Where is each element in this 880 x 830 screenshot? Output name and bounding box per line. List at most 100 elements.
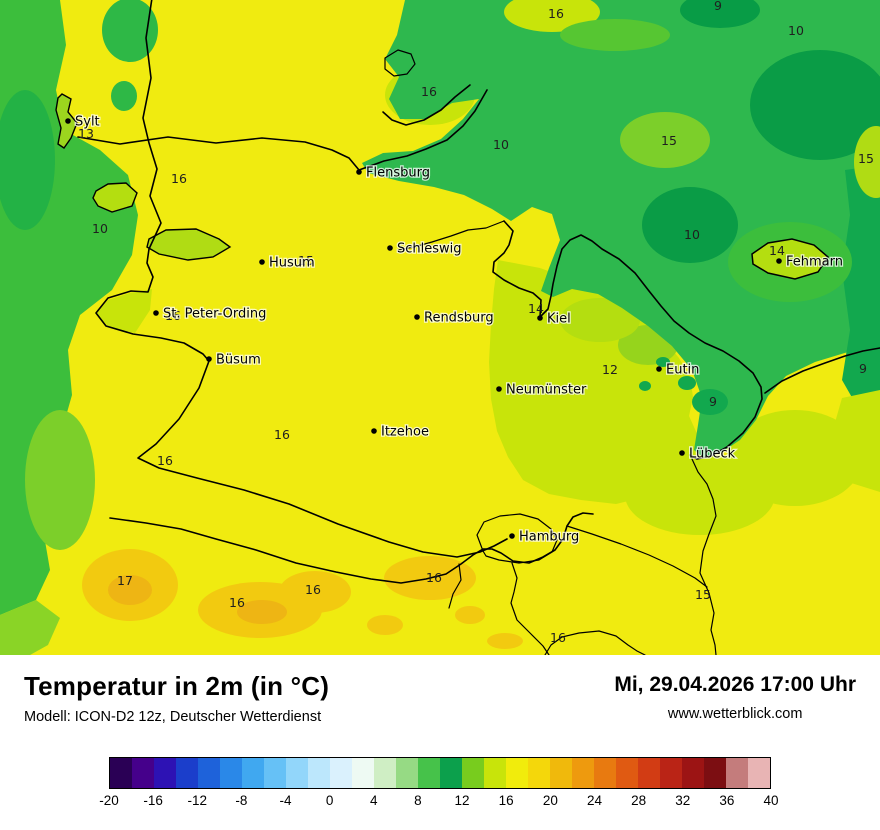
legend-tick-label: 8 xyxy=(414,793,422,808)
city-label: Eutin xyxy=(666,363,699,378)
legend-color-segment xyxy=(638,758,660,788)
temperature-value-label: 16 xyxy=(421,84,437,99)
model-info: Modell: ICON-D2 12z, Deutscher Wetterdie… xyxy=(24,709,322,725)
legend-tick-label: -16 xyxy=(143,793,163,808)
legend-color-segment xyxy=(550,758,572,788)
city-label: Büsum xyxy=(216,353,261,368)
legend-tick-label: 28 xyxy=(631,793,647,808)
city-marker-dot xyxy=(65,118,71,124)
temperature-value-label: 16 xyxy=(229,595,245,610)
legend-color-segment xyxy=(572,758,594,788)
website-url: www.wetterblick.com xyxy=(667,706,803,722)
city-label: Flensburg xyxy=(366,166,430,181)
legend-tick-label: 12 xyxy=(454,793,470,808)
temperature-legend: -20 -16 -12 -8 -4 0 4 8 12 16 20 24 28 32 36 40 xyxy=(0,743,880,830)
city-marker-dot xyxy=(206,356,212,362)
city-marker-dot xyxy=(371,428,377,434)
temperature-value-label: 15 xyxy=(661,133,677,148)
city-label: Lübeck xyxy=(689,447,736,462)
temperature-value-label: 15 xyxy=(695,587,711,602)
legend-color-segment xyxy=(176,758,198,788)
temperature-value-label: 16 xyxy=(426,570,442,585)
coastlines xyxy=(77,0,880,655)
legend-tick-label: 0 xyxy=(325,793,334,808)
temperature-value-label: 16 xyxy=(305,582,321,597)
legend-color-segment xyxy=(198,758,220,788)
legend-color-segment xyxy=(154,758,176,788)
temperature-value-label: 16 xyxy=(550,630,566,645)
legend-color-bar xyxy=(109,757,771,789)
map-title: Temperatur in 2m (in °C) xyxy=(24,671,330,701)
city-marker-dot xyxy=(537,315,543,321)
legend-tick-label: 24 xyxy=(586,793,602,808)
temperature-value-label: 15 xyxy=(858,151,874,166)
city-marker-dot xyxy=(656,366,662,372)
legend-color-segment xyxy=(660,758,682,788)
city-marker-dot xyxy=(387,245,393,251)
temperature-value-label: 10 xyxy=(493,137,509,152)
temperature-value-label: 9 xyxy=(859,361,867,376)
datetime-block: Mi, 29.04.2026 17:00 Uhr www.wetterblick… xyxy=(614,671,856,722)
temperature-value-label: 10 xyxy=(684,227,700,242)
temperature-map-canvas: 16 9 10 16 10 15 15 13 16 10 10 14 15 16 14 12 9 9 16 16 17 1… xyxy=(0,0,880,655)
city-label: Fehmarn xyxy=(786,255,843,270)
legend-color-segment xyxy=(594,758,616,788)
city-label: Itzehoe xyxy=(381,425,429,440)
city-label: Sylt xyxy=(75,115,100,130)
temperature-fill-regions xyxy=(0,0,880,655)
legend-color-segment xyxy=(616,758,638,788)
temperature-value-label: 10 xyxy=(92,221,108,236)
legend-color-segment xyxy=(286,758,308,788)
legend-color-segment xyxy=(682,758,704,788)
temperature-value-label: 16 xyxy=(165,308,181,323)
temperature-value-label: 16 xyxy=(274,427,290,442)
legend-color-segment xyxy=(110,758,132,788)
temperature-value-label: 17 xyxy=(117,573,133,588)
temperature-value-label: 16 xyxy=(157,453,173,468)
city-label: St. Peter-Ording xyxy=(163,307,266,322)
legend-color-segment xyxy=(704,758,726,788)
legend-tick-label: -12 xyxy=(187,793,208,808)
city-marker-dot xyxy=(414,314,420,320)
legend-tick-label: 40 xyxy=(763,793,779,808)
weather-map: 16 9 10 16 10 15 15 13 16 10 10 14 15 16 14 12 9 9 16 16 17 1… xyxy=(0,0,880,655)
temperature-value-label: 13 xyxy=(78,126,94,141)
city-label: Rendsburg xyxy=(424,311,494,326)
city-marker-dot xyxy=(509,533,515,539)
legend-color-segment xyxy=(374,758,396,788)
legend-tick-labels: -20 -16 -12 -8 -4 0 4 8 12 16 20 24 28 32 36 40 xyxy=(99,793,778,813)
city-marker-dot xyxy=(679,450,685,456)
city-marker-dot xyxy=(776,258,782,264)
temperature-value-label: 16 xyxy=(548,6,564,21)
legend-color-segment xyxy=(418,758,440,788)
temperature-value-label: 9 xyxy=(709,394,717,409)
temperature-value-label: 14 xyxy=(769,243,785,258)
legend-tick-label: -20 xyxy=(99,793,119,808)
legend-color-segment xyxy=(132,758,154,788)
legend-tick-label: 36 xyxy=(719,793,735,808)
title-block: Temperatur in 2m (in °C) Modell: ICON-D2… xyxy=(24,671,329,725)
temperature-value-label: 12 xyxy=(602,362,618,377)
info-bar: Temperatur in 2m (in °C) Modell: ICON-D2… xyxy=(0,655,880,743)
temperature-value-label: 9 xyxy=(714,0,722,13)
temperature-value-label: 15 xyxy=(298,253,314,268)
legend-color-segment xyxy=(264,758,286,788)
legend-color-segment xyxy=(726,758,748,788)
legend-color-segment xyxy=(748,758,770,788)
legend-tick-label: 16 xyxy=(498,793,514,808)
city-label: Neumünster xyxy=(506,383,587,398)
legend-color-segment xyxy=(220,758,242,788)
city-marker-dot xyxy=(259,259,265,265)
legend-tick-label: -4 xyxy=(279,793,292,808)
temperature-value-label: 16 xyxy=(171,171,187,186)
legend-color-segment xyxy=(242,758,264,788)
legend-color-segment xyxy=(396,758,418,788)
forecast-datetime: Mi, 29.04.2026 17:00 Uhr xyxy=(614,673,856,696)
legend-color-segment xyxy=(330,758,352,788)
legend-tick-label: -8 xyxy=(235,793,248,808)
legend-color-segment xyxy=(528,758,550,788)
legend-color-segment xyxy=(308,758,330,788)
temperature-value-labels: 16 9 10 16 10 15 15 13 16 10 10 14 15 16 14 12 9 9 16 16 17 1… xyxy=(78,0,874,645)
legend-color-segment xyxy=(506,758,528,788)
legend-color-segment xyxy=(440,758,462,788)
